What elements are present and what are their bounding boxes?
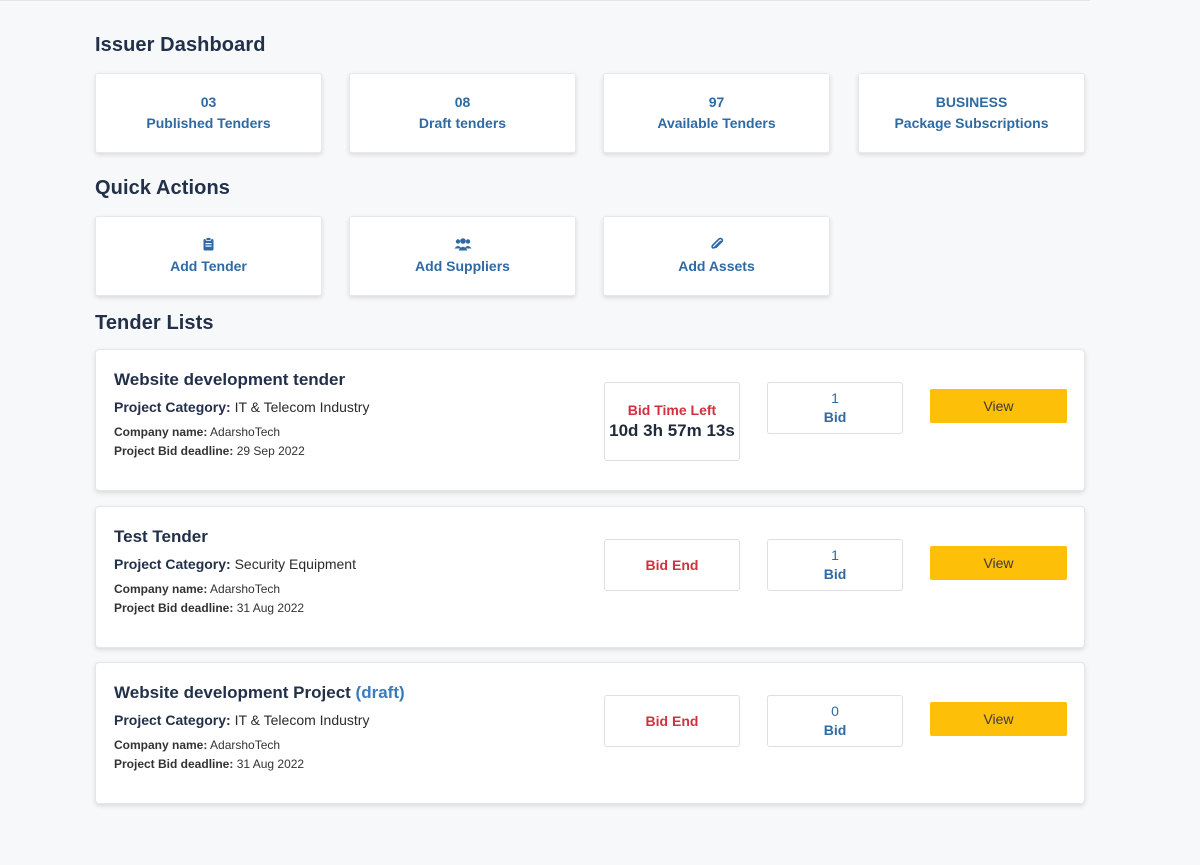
stat-card-draft[interactable]: 08 Draft tenders <box>349 73 576 153</box>
draft-badge: (draft) <box>355 683 405 702</box>
category-value: Security Equipment <box>234 556 356 572</box>
stat-card-published[interactable]: 03 Published Tenders <box>95 73 322 153</box>
bid-end-label: Bid End <box>645 557 699 573</box>
tender-company: Company name: AdarshoTech <box>114 425 280 439</box>
bid-count: 1 <box>831 390 839 406</box>
tender-deadline: Project Bid deadline: 29 Sep 2022 <box>114 444 305 458</box>
bid-time-label: Bid Time Left <box>627 402 717 418</box>
tender-deadline: Project Bid deadline: 31 Aug 2022 <box>114 601 304 615</box>
add-assets-button[interactable]: Add Assets <box>603 216 830 296</box>
view-button[interactable]: View <box>930 546 1067 580</box>
top-divider <box>0 0 1090 1</box>
bid-label: Bid <box>823 566 847 582</box>
company-label: Company name: <box>114 425 208 439</box>
category-value: IT & Telecom Industry <box>234 399 370 415</box>
bid-end-box: Bid End <box>604 695 740 747</box>
clipboard-icon <box>203 235 214 253</box>
bid-count: 1 <box>831 547 839 563</box>
deadline-value: 29 Sep 2022 <box>236 444 305 458</box>
company-label: Company name: <box>114 582 208 596</box>
stat-value: 03 <box>200 94 217 110</box>
bid-count-box: 1 Bid <box>767 539 903 591</box>
view-button[interactable]: View <box>930 389 1067 423</box>
tender-title: Website development Project (draft) <box>114 683 405 703</box>
bid-end-box: Bid End <box>604 539 740 591</box>
bid-label: Bid <box>823 722 847 738</box>
company-value: AdarshoTech <box>210 738 281 752</box>
stat-label: Published Tenders <box>146 115 271 131</box>
tender-category: Project Category: IT & Telecom Industry <box>114 399 369 415</box>
category-label: Project Category: <box>114 556 231 572</box>
add-assets-label: Add Assets <box>678 258 755 274</box>
company-value: AdarshoTech <box>210 582 281 596</box>
tender-title: Website development tender <box>114 370 345 390</box>
category-value: IT & Telecom Industry <box>234 712 370 728</box>
stat-value: 97 <box>708 94 725 110</box>
tender-company: Company name: AdarshoTech <box>114 738 280 752</box>
bid-count-box: 0 Bid <box>767 695 903 747</box>
add-tender-label: Add Tender <box>170 258 247 274</box>
stat-value: 08 <box>454 94 471 110</box>
tender-title-text: Website development Project <box>114 683 351 702</box>
add-tender-button[interactable]: Add Tender <box>95 216 322 296</box>
view-button[interactable]: View <box>930 702 1067 736</box>
stat-card-package[interactable]: BUSINESS Package Subscriptions <box>858 73 1085 153</box>
bid-count-box: 1 Bid <box>767 382 903 434</box>
stat-card-available[interactable]: 97 Available Tenders <box>603 73 830 153</box>
tender-card: Test Tender Project Category: Security E… <box>95 506 1085 648</box>
add-suppliers-button[interactable]: Add Suppliers <box>349 216 576 296</box>
tender-title: Test Tender <box>114 527 208 547</box>
stat-label: Package Subscriptions <box>894 115 1049 131</box>
bid-time-box: Bid Time Left 10d 3h 57m 13s <box>604 382 740 461</box>
category-label: Project Category: <box>114 399 231 415</box>
bid-time-countdown: 10d 3h 57m 13s <box>609 421 735 440</box>
stat-label: Draft tenders <box>418 115 507 131</box>
category-label: Project Category: <box>114 712 231 728</box>
deadline-label: Project Bid deadline: <box>114 601 234 615</box>
users-icon <box>454 235 472 253</box>
bid-count: 0 <box>831 703 839 719</box>
stat-value: BUSINESS <box>935 94 1008 110</box>
tender-title-text: Website development tender <box>114 370 346 389</box>
tender-deadline: Project Bid deadline: 31 Aug 2022 <box>114 757 304 771</box>
tender-category: Project Category: Security Equipment <box>114 556 356 572</box>
tender-card: Website development Project (draft) Proj… <box>95 662 1085 804</box>
bid-end-label: Bid End <box>645 713 699 729</box>
tender-lists-title: Tender Lists <box>95 312 214 334</box>
add-suppliers-label: Add Suppliers <box>415 258 510 274</box>
company-value: AdarshoTech <box>210 425 281 439</box>
deadline-value: 31 Aug 2022 <box>236 757 305 771</box>
tender-card: Website development tender Project Categ… <box>95 349 1085 491</box>
tender-category: Project Category: IT & Telecom Industry <box>114 712 369 728</box>
tender-company: Company name: AdarshoTech <box>114 582 280 596</box>
bid-label: Bid <box>823 409 847 425</box>
deadline-label: Project Bid deadline: <box>114 757 234 771</box>
page-title: Issuer Dashboard <box>95 34 266 56</box>
tender-title-text: Test Tender <box>114 527 208 546</box>
deadline-value: 31 Aug 2022 <box>236 601 305 615</box>
deadline-label: Project Bid deadline: <box>114 444 234 458</box>
company-label: Company name: <box>114 738 208 752</box>
stat-label: Available Tenders <box>657 115 776 131</box>
paperclip-icon <box>710 235 724 253</box>
quick-actions-title: Quick Actions <box>95 177 231 199</box>
